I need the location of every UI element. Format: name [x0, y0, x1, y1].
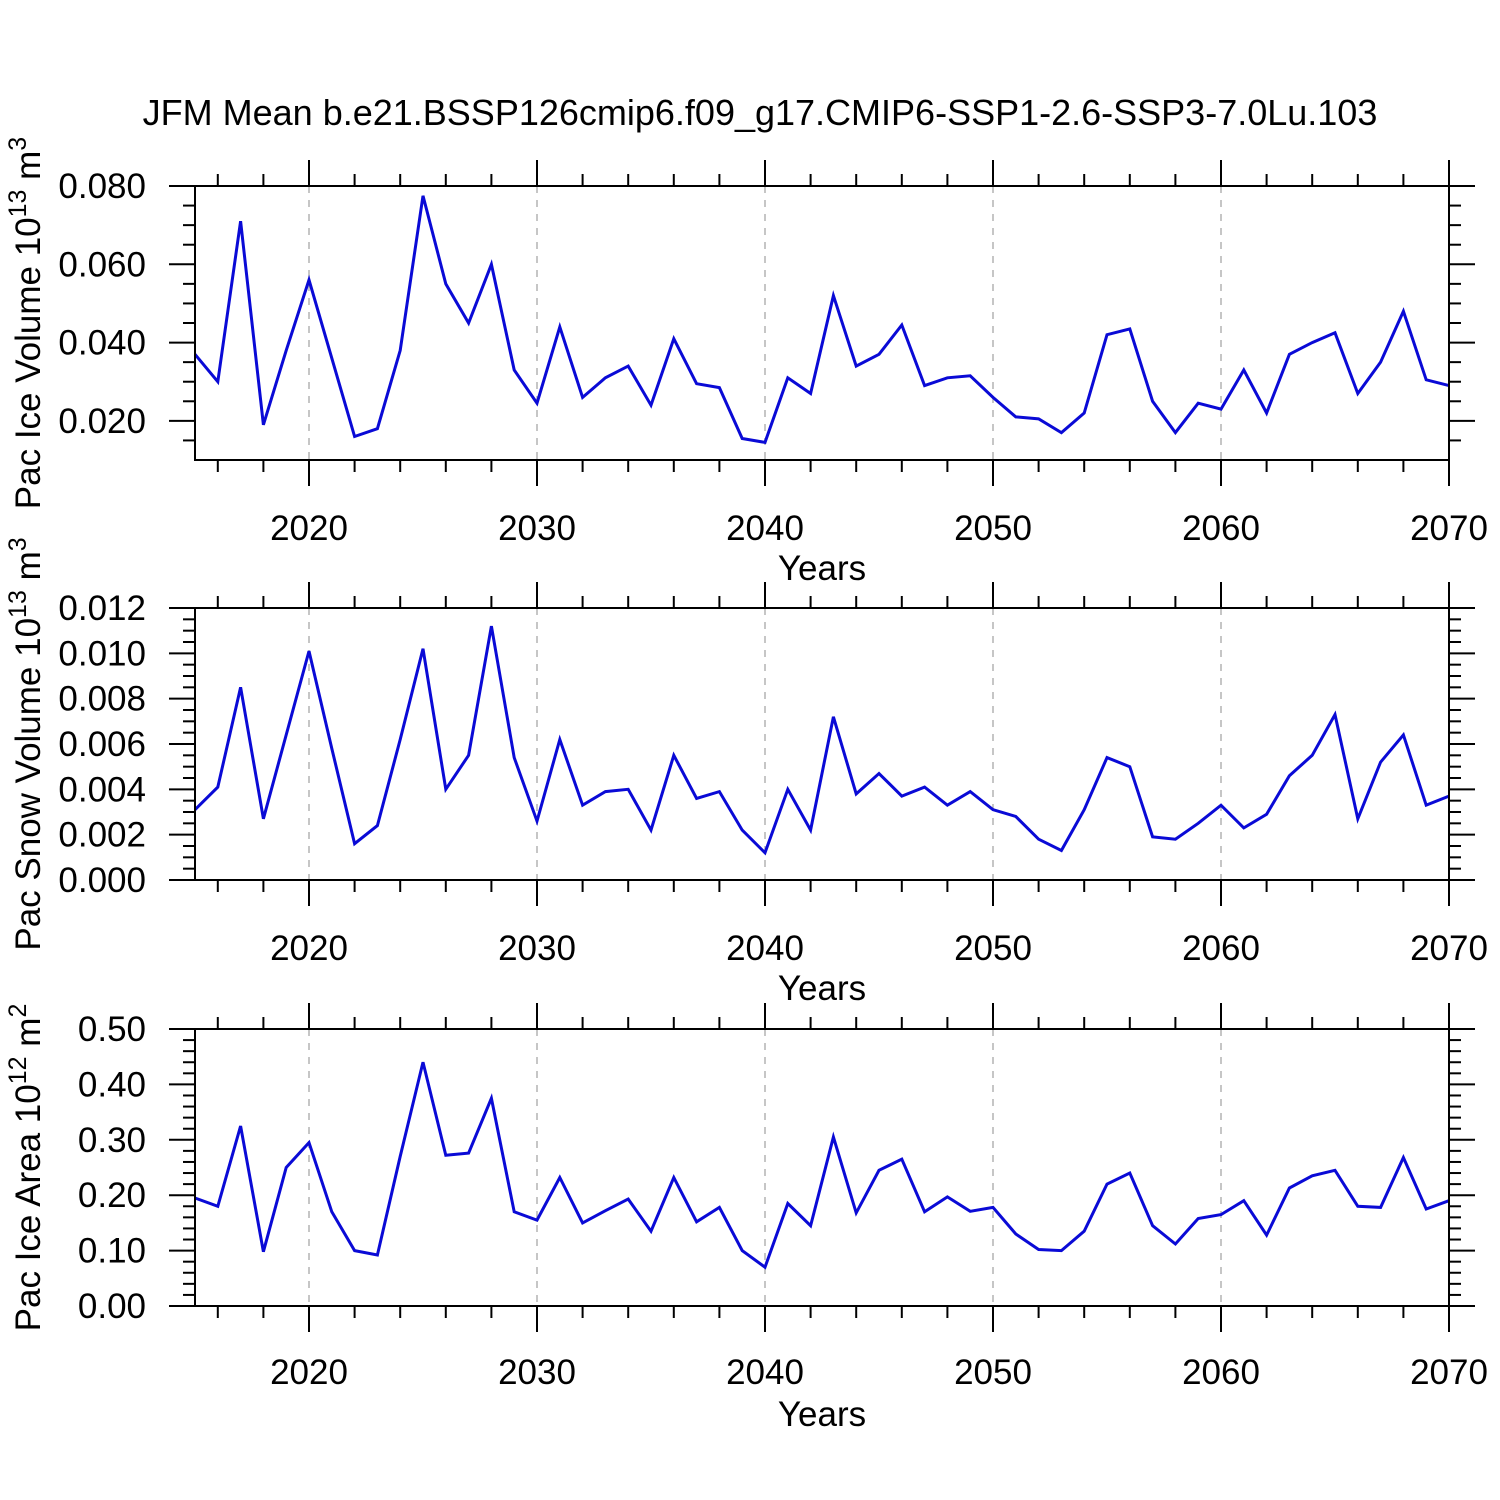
x-tick-label: 2020 [270, 1353, 348, 1392]
y-tick-label: 0.10 [78, 1232, 146, 1271]
x-tick-label: 2050 [954, 929, 1032, 968]
plot-border [194, 185, 1450, 461]
y-tick-label: 0.006 [58, 725, 146, 764]
data-line [193, 195, 1450, 445]
x-tick-label: 2030 [498, 509, 576, 548]
x-tick-label: 2040 [726, 509, 804, 548]
y-tick-label: 0.080 [58, 167, 146, 206]
y-axis-title: Pac Snow Volume 1013 m3 [4, 537, 48, 950]
x-tick-label: 2020 [270, 929, 348, 968]
y-tick-label: 0.000 [58, 861, 146, 900]
x-tick-label: 2070 [1410, 929, 1488, 968]
y-tick-label: 0.060 [58, 245, 146, 284]
x-tick-label: 2060 [1182, 509, 1260, 548]
y-tick-label: 0.002 [58, 816, 146, 855]
y-tick-label: 0.30 [78, 1121, 146, 1160]
y-tick-label: 0.50 [78, 1010, 146, 1049]
plot-border [194, 1028, 1450, 1307]
panel-pac-ice-area: 2020 2030 2040 2050 2060 2070 0.00 0.10 0.20 0.30… [4, 1003, 1488, 1434]
figure-title: JFM Mean b.e21.BSSP126cmip6.f09_g17.CMIP… [143, 92, 1378, 133]
y-tick-label: 0.00 [78, 1287, 146, 1326]
panel-pac-snow-volume: 2020 2030 2040 2050 2060 2070 0.000 0.002 0.004 0… [4, 537, 1488, 1008]
x-tick-label: 2050 [954, 1353, 1032, 1392]
x-tick-label: 2030 [498, 1353, 576, 1392]
y-tick-label: 0.010 [58, 634, 146, 673]
y-tick-label: 0.40 [78, 1065, 146, 1104]
y-tick-label: 0.040 [58, 324, 146, 363]
x-tick-label: 2060 [1182, 929, 1260, 968]
x-axis-title: Years [778, 549, 866, 588]
y-tick-label: 0.020 [58, 402, 146, 441]
data-line [193, 625, 1450, 856]
x-tick-label: 2060 [1182, 1353, 1260, 1392]
panel-pac-ice-volume: 2020 2030 2040 2050 2060 2070 0.020 0.040 0.060 0… [4, 137, 1488, 588]
y-axis-title: Pac Ice Volume 1013 m3 [4, 137, 48, 509]
y-tick-label: 0.012 [58, 589, 146, 628]
x-tick-label: 2050 [954, 509, 1032, 548]
x-tick-label: 2020 [270, 509, 348, 548]
x-tick-label: 2070 [1410, 509, 1488, 548]
plot-border [194, 607, 1450, 881]
panels-group: 2020 2030 2040 2050 2060 2070 0.020 0.040 0.060 0… [4, 137, 1488, 1434]
x-tick-label: 2070 [1410, 1353, 1488, 1392]
x-axis-title: Years [778, 969, 866, 1008]
x-tick-label: 2040 [726, 1353, 804, 1392]
x-axis-title: Years [778, 1395, 866, 1434]
y-tick-label: 0.20 [78, 1176, 146, 1215]
x-tick-label: 2030 [498, 929, 576, 968]
y-axis-title: Pac Ice Area 1012 m2 [4, 1004, 48, 1332]
y-tick-label: 0.004 [58, 770, 146, 809]
x-tick-label: 2040 [726, 929, 804, 968]
y-tick-label: 0.008 [58, 680, 146, 719]
data-line [194, 1061, 1450, 1270]
